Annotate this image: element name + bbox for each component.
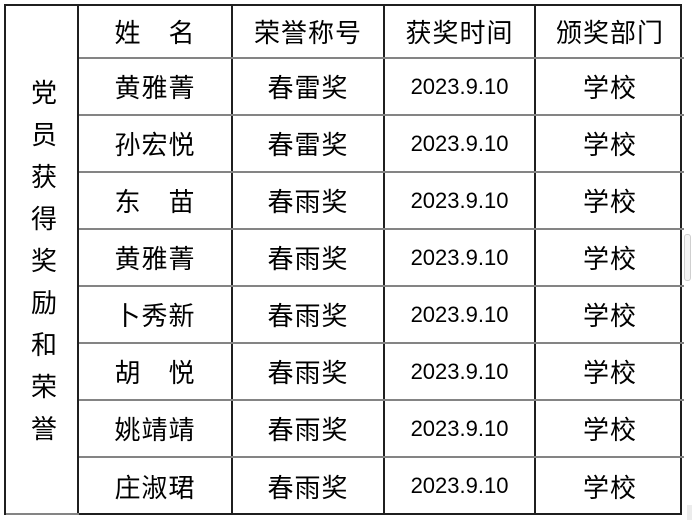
table-row: 东 苗 春雨奖 2023.9.10 学校 xyxy=(6,171,684,230)
name-cell: 黄雅菁 xyxy=(78,228,233,287)
table-row: 黄雅菁 春雨奖 2023.9.10 学校 xyxy=(6,228,684,287)
vertical-row-label: 党员获得奖励和荣誉 xyxy=(6,6,76,512)
honor-cell: 春雨奖 xyxy=(231,342,385,401)
dept-cell: 学校 xyxy=(534,114,684,173)
table-row: 胡 悦 春雨奖 2023.9.10 学校 xyxy=(6,342,684,401)
time-cell: 2023.9.10 xyxy=(383,228,536,287)
name-cell: 庄淑珺 xyxy=(78,456,233,514)
name-cell: 黄雅菁 xyxy=(78,57,233,116)
time-cell: 2023.9.10 xyxy=(383,114,536,173)
row-group-label-cell: 党员获得奖励和荣誉 xyxy=(6,6,79,515)
column-header-time: 获奖时间 xyxy=(383,6,536,59)
table-row: 姚靖靖 春雨奖 2023.9.10 学校 xyxy=(6,399,684,458)
honor-cell: 春雷奖 xyxy=(231,57,385,116)
table-row: 卜秀新 春雨奖 2023.9.10 学校 xyxy=(6,285,684,344)
honor-cell: 春雨奖 xyxy=(231,399,385,458)
honor-cell: 春雨奖 xyxy=(231,228,385,287)
dept-cell: 学校 xyxy=(534,342,684,401)
honor-cell: 春雨奖 xyxy=(231,171,385,230)
time-cell: 2023.9.10 xyxy=(383,456,536,514)
vertical-row-label-text: 党员获得奖励和荣誉 xyxy=(27,78,57,457)
name-cell: 孙宏悦 xyxy=(78,114,233,173)
honor-cell: 春雷奖 xyxy=(231,114,385,173)
dept-cell: 学校 xyxy=(534,171,684,230)
column-header-honor: 荣誉称号 xyxy=(231,6,385,59)
awards-table-frame: 党员获得奖励和荣誉 姓 名 荣誉称号 获奖时间 颁奖部门 黄雅菁 春雷奖 202… xyxy=(4,4,684,515)
dept-cell: 学校 xyxy=(534,57,684,116)
table-header-row: 党员获得奖励和荣誉 姓 名 荣誉称号 获奖时间 颁奖部门 xyxy=(6,6,684,515)
table-row: 黄雅菁 春雷奖 2023.9.10 学校 xyxy=(6,57,684,116)
dept-cell: 学校 xyxy=(534,456,684,514)
dept-cell: 学校 xyxy=(534,399,684,458)
name-cell: 姚靖靖 xyxy=(78,399,233,458)
name-cell: 胡 悦 xyxy=(78,342,233,401)
time-cell: 2023.9.10 xyxy=(383,285,536,344)
scrollbar-track-fragment xyxy=(687,505,692,520)
time-cell: 2023.9.10 xyxy=(383,171,536,230)
scrollbar-thumb[interactable] xyxy=(684,234,691,281)
name-cell: 东 苗 xyxy=(78,171,233,230)
column-header-name: 姓 名 xyxy=(77,6,233,59)
table-row: 庄淑珺 春雨奖 2023.9.10 学校 xyxy=(6,456,684,514)
dept-cell: 学校 xyxy=(534,228,684,287)
awards-table: 党员获得奖励和荣誉 姓 名 荣誉称号 获奖时间 颁奖部门 黄雅菁 春雷奖 202… xyxy=(6,6,684,515)
time-cell: 2023.9.10 xyxy=(383,399,536,458)
name-cell: 卜秀新 xyxy=(78,285,233,344)
time-cell: 2023.9.10 xyxy=(383,57,536,116)
table-row: 孙宏悦 春雷奖 2023.9.10 学校 xyxy=(6,114,684,173)
time-cell: 2023.9.10 xyxy=(383,342,536,401)
honor-cell: 春雨奖 xyxy=(231,456,385,514)
honor-cell: 春雨奖 xyxy=(231,285,385,344)
column-header-dept: 颁奖部门 xyxy=(534,6,684,59)
dept-cell: 学校 xyxy=(534,285,684,344)
